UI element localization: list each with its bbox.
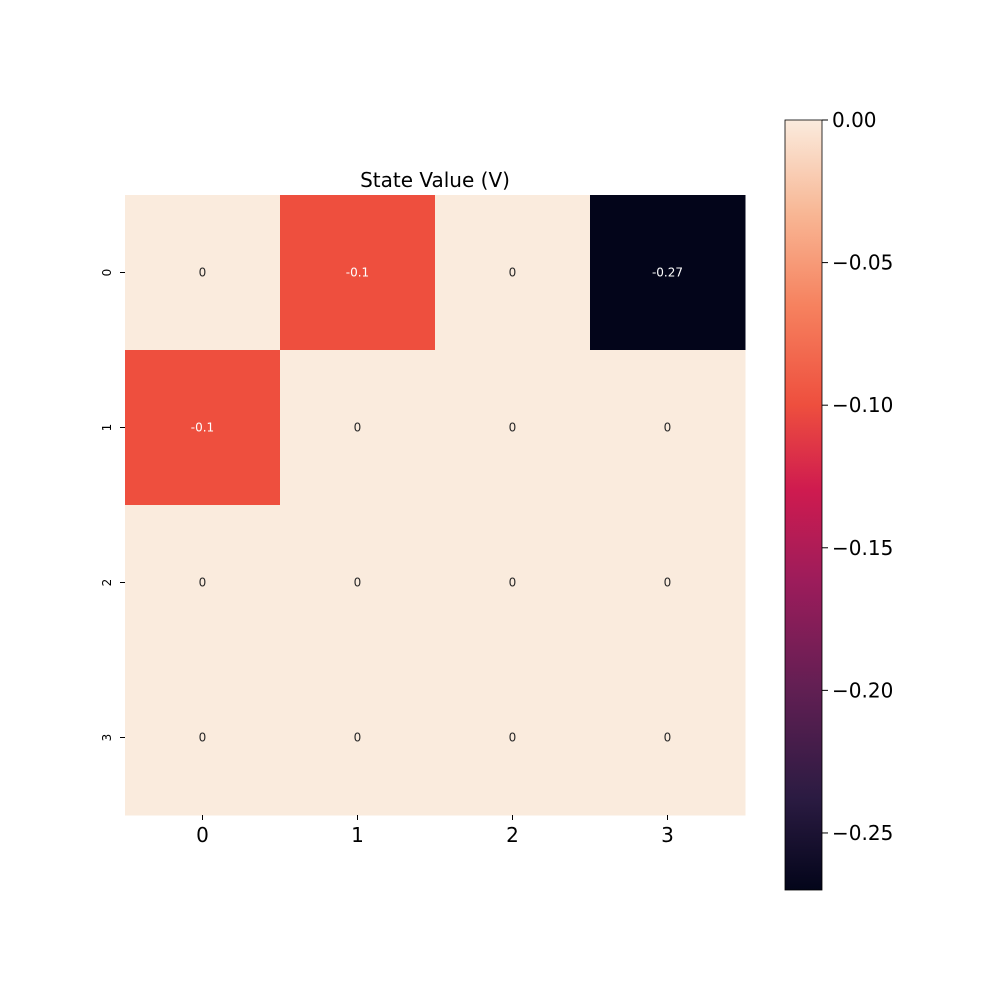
heatmap-cell-labels: 0 -0.1 0 -0.27 -0.1 0 0 0 0 0 0 0 0 0 0 0 <box>191 266 683 745</box>
heatmap-cell-r0-c0 <box>125 195 281 351</box>
heatmap-cell-r1-c2 <box>435 350 591 506</box>
colorbar-ticks: 0.00 −0.05 −0.10 −0.15 −0.20 −0.25 <box>822 108 893 845</box>
x-tick-label-0: 0 <box>196 823 209 847</box>
cell-label-r2-c1: 0 <box>354 576 362 590</box>
cell-label-r1-c0: -0.1 <box>191 421 214 435</box>
colorbar-tick-label-3: −0.15 <box>832 536 893 560</box>
cell-label-r3-c2: 0 <box>509 731 517 745</box>
heatmap-cell-r1-c1 <box>280 350 436 506</box>
heatmap-cell-r2-c1 <box>280 505 436 661</box>
cell-label-r0-c1: -0.1 <box>346 266 369 280</box>
chart-title: State Value (V) <box>360 168 510 192</box>
x-tick-label-1: 1 <box>351 823 364 847</box>
y-tick-label-2: 2 <box>100 579 114 587</box>
heatmap-cell-r3-c1 <box>280 660 436 816</box>
y-tick-label-3: 3 <box>100 734 114 742</box>
cell-label-r2-c3: 0 <box>664 576 672 590</box>
heatmap-cell-r1-c3 <box>590 350 746 506</box>
x-axis: 0 1 2 3 <box>196 815 674 847</box>
y-axis: 0 1 2 3 <box>100 269 125 742</box>
colorbar-tick-label-2: −0.10 <box>832 393 893 417</box>
heatmap-cell-r0-c2 <box>435 195 591 351</box>
x-tick-label-2: 2 <box>506 823 519 847</box>
heatmap-cells <box>125 195 746 816</box>
cell-label-r1-c3: 0 <box>664 421 672 435</box>
colorbar: 0.00 −0.05 −0.10 −0.15 −0.20 −0.25 <box>784 108 893 891</box>
cell-label-r1-c2: 0 <box>509 421 517 435</box>
cell-label-r0-c2: 0 <box>509 266 517 280</box>
heatmap-cell-r0-c1 <box>280 195 436 351</box>
cell-label-r0-c3: -0.27 <box>652 266 683 280</box>
colorbar-tick-label-0: 0.00 <box>832 108 877 132</box>
cell-label-r1-c1: 0 <box>354 421 362 435</box>
cell-label-r3-c0: 0 <box>199 731 207 745</box>
cell-label-r0-c0: 0 <box>199 266 207 280</box>
heatmap-cell-r1-c0 <box>125 350 281 506</box>
heatmap-cell-r3-c2 <box>435 660 591 816</box>
y-tick-label-0: 0 <box>100 269 114 277</box>
heatmap-cell-r2-c3 <box>590 505 746 661</box>
x-tick-label-3: 3 <box>661 823 674 847</box>
colorbar-tick-label-5: −0.25 <box>832 821 893 845</box>
cell-label-r3-c3: 0 <box>664 731 672 745</box>
heatmap-cell-r3-c0 <box>125 660 281 816</box>
heatmap-cell-r2-c2 <box>435 505 591 661</box>
colorbar-tick-label-4: −0.20 <box>832 678 893 702</box>
heatmap-cell-r3-c3 <box>590 660 746 816</box>
y-tick-label-1: 1 <box>100 424 114 432</box>
colorbar-gradient <box>784 119 823 891</box>
heatmap-cell-r0-c3 <box>590 195 746 351</box>
cell-label-r3-c1: 0 <box>354 731 362 745</box>
cell-label-r2-c0: 0 <box>199 576 207 590</box>
cell-label-r2-c2: 0 <box>509 576 517 590</box>
heatmap-cell-r2-c0 <box>125 505 281 661</box>
colorbar-tick-label-1: −0.05 <box>832 251 893 275</box>
